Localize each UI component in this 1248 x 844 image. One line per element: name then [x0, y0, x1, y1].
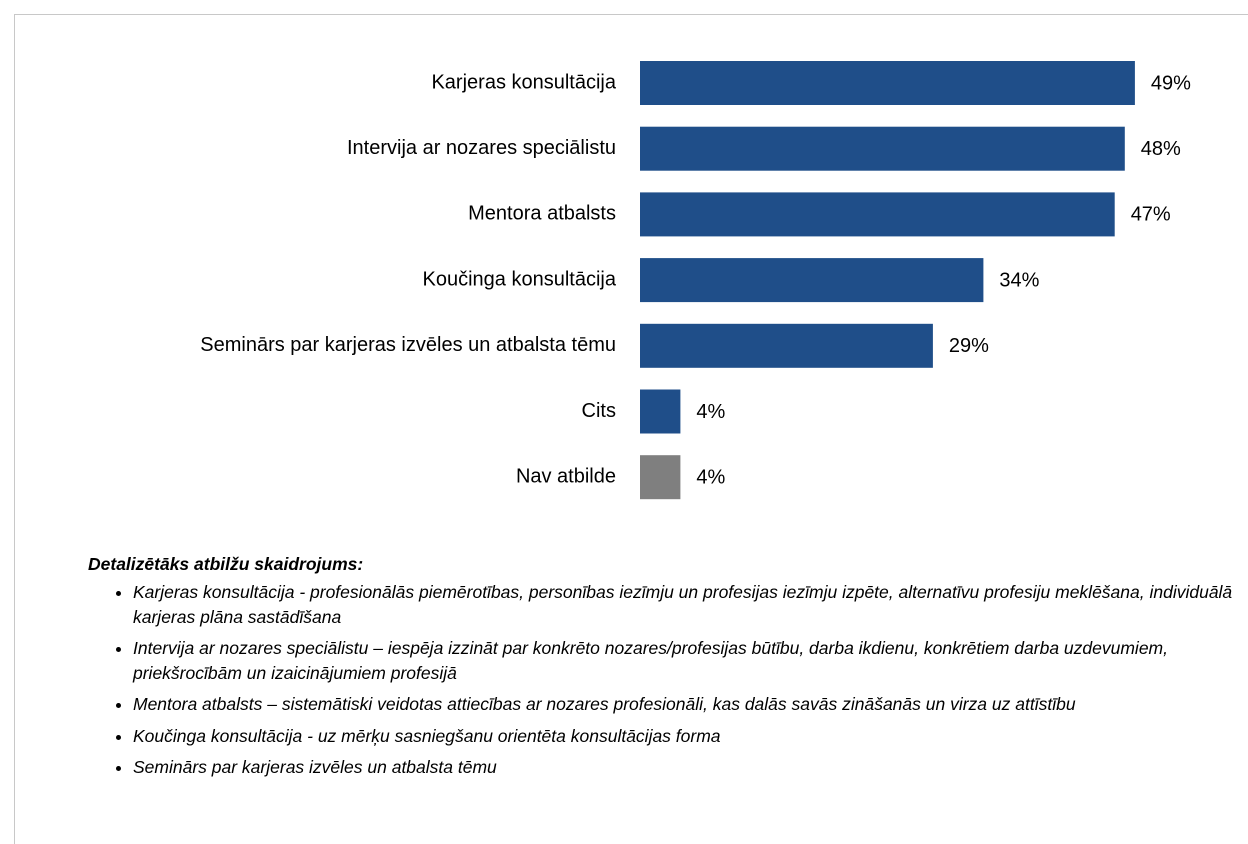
- note-item: Karjeras konsultācija - profesionālās pi…: [133, 580, 1238, 629]
- category-label: Nav atbilde: [516, 465, 616, 487]
- bar: [640, 323, 933, 368]
- bar: [640, 61, 1135, 105]
- bar: [640, 258, 984, 303]
- value-label: 47%: [1131, 204, 1171, 226]
- frame: [14, 14, 1248, 844]
- bar: [640, 455, 681, 500]
- value-label: 4%: [696, 401, 725, 423]
- bar: [640, 126, 1125, 171]
- category-label: Karjeras konsultācija: [431, 71, 616, 93]
- note-item: Intervija ar nozares speciālistu – iespē…: [133, 636, 1238, 685]
- value-label: 4%: [696, 466, 725, 488]
- category-label: Koučinga konsultācija: [423, 268, 617, 290]
- value-label: 29%: [949, 335, 989, 357]
- note-item: Seminārs par karjeras izvēles un atbalst…: [133, 755, 1238, 780]
- bar: [640, 389, 681, 434]
- category-label: Intervija ar nozares speciālistu: [347, 137, 616, 159]
- chart: Karjeras konsultācija 49% Intervija ar noz…: [200, 61, 1191, 500]
- notes-list: Karjeras konsultācija - profesionālās pi…: [88, 580, 1238, 780]
- value-label: 34%: [999, 269, 1039, 291]
- notes: Detalizētāks atbilžu skaidrojums: Karjer…: [88, 554, 1238, 787]
- value-label: 48%: [1141, 138, 1181, 160]
- notes-title: Detalizētāks atbilžu skaidrojums:: [88, 554, 364, 574]
- note-item: Mentora atbalsts – sistemātiski veidotas…: [133, 692, 1238, 717]
- bar: [640, 192, 1115, 237]
- value-label: 49%: [1151, 72, 1191, 94]
- note-item: Koučinga konsultācija - uz mērķu sasnieg…: [133, 724, 1238, 749]
- category-label: Cits: [582, 400, 616, 422]
- category-label: Mentora atbalsts: [468, 203, 616, 225]
- category-label: Seminārs par karjeras izvēles un atbalst…: [200, 334, 616, 356]
